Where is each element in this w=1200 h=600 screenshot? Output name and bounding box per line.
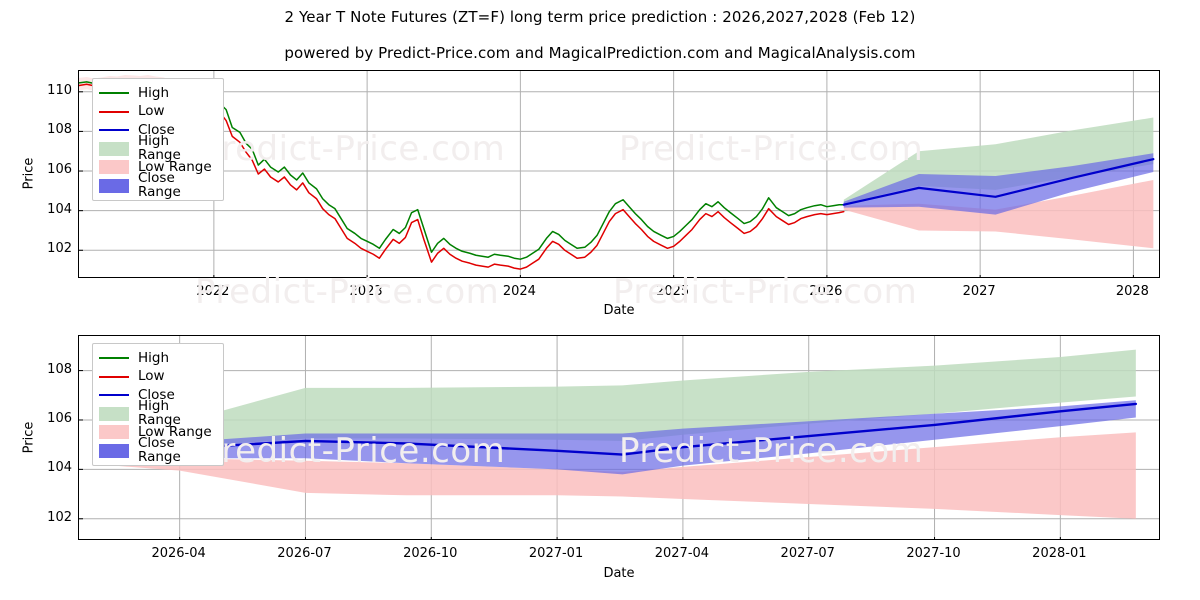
x-tick-label: 2024 <box>502 284 536 299</box>
forecast-x-axis-label: Date <box>603 566 635 581</box>
legend-patch-swatch <box>99 406 129 421</box>
overview-y-axis-label: Price <box>21 157 37 190</box>
legend-item-close-range: Close Range <box>99 172 215 199</box>
y-tick-label: 104 <box>47 460 72 476</box>
legend-item-low-range: Low Range <box>99 158 215 177</box>
y-tick-label: 102 <box>47 509 72 525</box>
legend-item-label: Close <box>138 121 175 138</box>
legend-item-close: Close <box>99 121 215 140</box>
x-tick-label: 2026-04 <box>151 546 206 561</box>
x-tick-label: 2025 <box>656 284 690 299</box>
legend-patch-swatch <box>99 160 129 175</box>
legend-item-label: High <box>138 349 170 366</box>
legend-item-high: High <box>99 349 215 368</box>
forecast-legend: High Low Close High Range Low Range Close Ran… <box>92 343 224 466</box>
y-tick-label: 102 <box>47 241 72 257</box>
x-tick-label: 2027-07 <box>780 546 835 561</box>
forecast-plot-frame: Predict-Price.com Predict-Price.com <box>78 335 1160 540</box>
legend-item-label: Low Range <box>138 158 212 175</box>
y-tick-label: 108 <box>47 122 72 138</box>
forecast-chart-panel: Predict-Price.com Predict-Price.com High… <box>78 335 1160 540</box>
forecast-y-axis-label: Price <box>21 421 37 454</box>
y-tick-label: 106 <box>47 410 72 426</box>
x-tick-label: 2022 <box>196 284 230 299</box>
legend-item-high: High <box>99 84 215 103</box>
legend-line-swatch <box>99 123 129 137</box>
legend-item-high-range: High Range <box>99 135 215 162</box>
legend-patch-swatch <box>99 141 129 156</box>
legend-patch-swatch <box>99 425 129 440</box>
x-tick-label: 2027 <box>962 284 996 299</box>
legend-item-label: Close Range <box>138 435 181 465</box>
legend-item-label: High <box>138 84 170 101</box>
x-tick-label: 2026-10 <box>403 546 458 561</box>
overview-chart-panel: Predict-Price.com Predict-Price.com High… <box>78 70 1160 278</box>
chart-subtitle: powered by Predict-Price.com and Magical… <box>284 44 916 62</box>
overview-legend: High Low Close High Range Low Range Close Ran… <box>92 78 224 201</box>
legend-item-label: Low <box>138 368 165 384</box>
overview-plot-svg <box>79 71 1159 277</box>
forecast-plot-svg <box>79 336 1159 539</box>
legend-item-label: Low Range <box>138 423 212 440</box>
legend-item-label: Low <box>138 103 165 119</box>
y-tick-label: 110 <box>47 82 72 98</box>
legend-line-swatch <box>99 388 129 402</box>
legend-item-label: Close <box>138 386 175 403</box>
x-tick-label: 2027-01 <box>528 546 584 561</box>
x-tick-label: 2026 <box>809 284 843 299</box>
legend-item-close: Close <box>99 386 215 405</box>
x-tick-label: 2023 <box>349 284 383 299</box>
legend-item-low: Low <box>99 103 215 122</box>
legend-item-low-range: Low Range <box>99 423 215 442</box>
x-tick-label: 2027-04 <box>654 546 710 561</box>
legend-item-close-range: Close Range <box>99 437 215 464</box>
legend-line-swatch <box>99 105 129 119</box>
x-tick-label: 2028-01 <box>1032 546 1087 561</box>
chart-title: 2 Year T Note Futures (ZT=F) long term p… <box>284 8 916 26</box>
legend-item-label: Close Range <box>138 170 181 200</box>
y-tick-label: 104 <box>47 201 72 217</box>
legend-item-label: High Range <box>138 398 181 428</box>
legend-line-swatch <box>99 351 129 365</box>
overview-x-axis-label: Date <box>603 303 635 318</box>
legend-item-high-range: High Range <box>99 400 215 427</box>
legend-item-low: Low <box>99 368 215 387</box>
x-tick-label: 2027-10 <box>906 546 961 561</box>
legend-patch-swatch <box>99 178 129 193</box>
legend-patch-swatch <box>99 443 129 458</box>
y-tick-label: 108 <box>47 361 72 377</box>
legend-item-label: High Range <box>138 133 181 163</box>
overview-plot-frame: Predict-Price.com Predict-Price.com <box>78 70 1160 278</box>
legend-line-swatch <box>99 86 129 100</box>
x-tick-label: 2026-07 <box>277 546 332 561</box>
x-tick-label: 2028 <box>1115 284 1149 299</box>
y-tick-label: 106 <box>47 162 72 178</box>
legend-line-swatch <box>99 370 129 384</box>
